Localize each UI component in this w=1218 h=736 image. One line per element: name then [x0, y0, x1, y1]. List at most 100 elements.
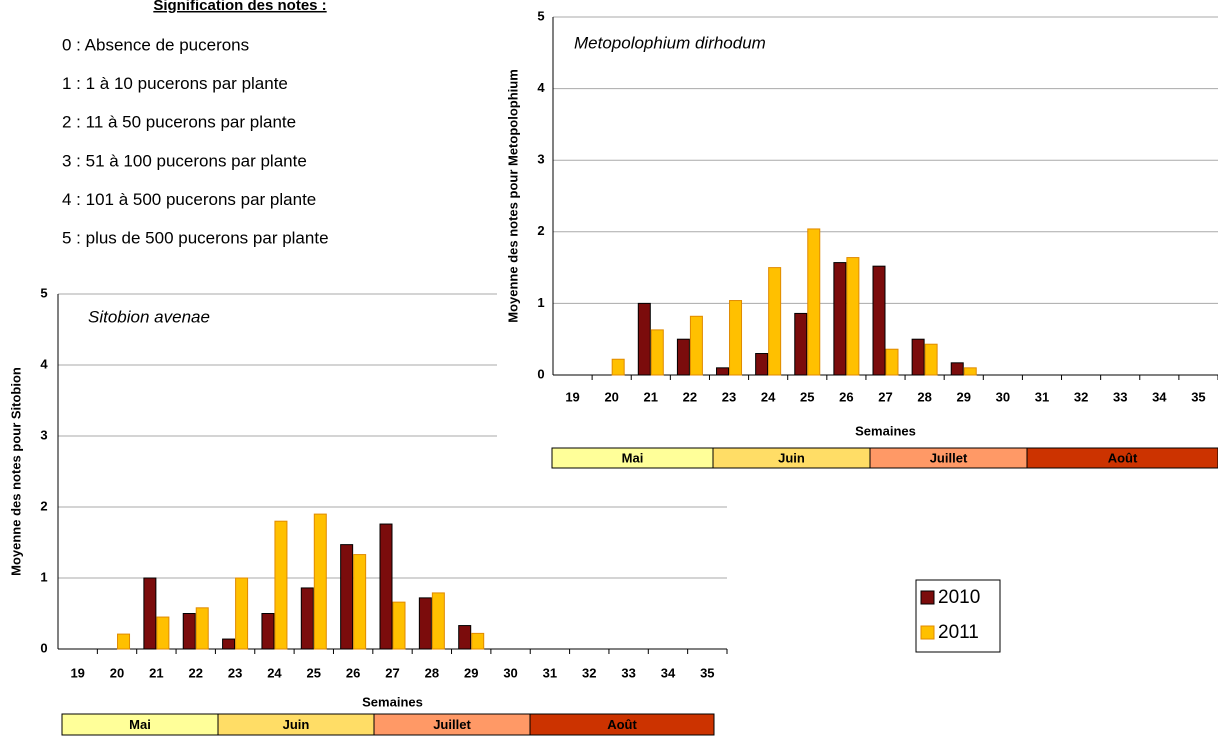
- bar: [611, 358, 625, 376]
- x-tick-label: 30: [503, 665, 517, 680]
- note-item: 5 : plus de 500 pucerons par plante: [62, 228, 329, 247]
- bar: [274, 520, 288, 650]
- x-tick-label: 23: [228, 665, 242, 680]
- notes-title: Signification des notes :: [153, 0, 326, 14]
- month-label: Août: [607, 717, 637, 732]
- bar: [650, 329, 664, 376]
- y-tick-label: 3: [40, 427, 47, 442]
- y-tick-label: 5: [537, 8, 544, 23]
- x-tick-label: 28: [917, 389, 931, 404]
- y-axis-label: Moyenne des notes pour Sitobion: [8, 367, 23, 576]
- x-tick-label: 27: [385, 665, 399, 680]
- x-tick-label: 32: [582, 665, 596, 680]
- y-tick-label: 5: [40, 285, 47, 300]
- bar: [340, 544, 354, 650]
- note-item: 2 : 11 à 50 pucerons par plante: [62, 113, 296, 132]
- legend-swatch: [920, 590, 935, 605]
- x-tick-label: 21: [644, 389, 658, 404]
- bar: [637, 302, 651, 376]
- x-tick-label: 19: [565, 389, 579, 404]
- y-tick-label: 1: [537, 295, 544, 310]
- bar: [924, 343, 938, 376]
- bar: [143, 577, 157, 650]
- bar: [729, 300, 743, 376]
- month-label: Juillet: [930, 450, 968, 465]
- x-tick-label: 25: [307, 665, 321, 680]
- bar: [379, 523, 393, 650]
- month-label: Juillet: [433, 717, 471, 732]
- x-tick-label: 30: [996, 389, 1010, 404]
- x-axis-label: Semaines: [855, 423, 916, 438]
- x-tick-label: 31: [1035, 389, 1049, 404]
- x-tick-label: 33: [621, 665, 635, 680]
- bar: [300, 587, 314, 650]
- x-tick-label: 33: [1113, 389, 1127, 404]
- bar: [261, 613, 275, 650]
- bar: [950, 362, 964, 376]
- x-tick-label: 19: [70, 665, 84, 680]
- month-band: [1026, 447, 1218, 469]
- note-item: 3 : 51 à 100 pucerons par plante: [62, 151, 307, 170]
- bar: [418, 597, 432, 650]
- y-tick-label: 0: [537, 366, 544, 381]
- x-tick-label: 21: [149, 665, 163, 680]
- legend: 2010 2011: [920, 587, 980, 643]
- y-tick-label: 4: [40, 356, 48, 371]
- x-tick-label: 20: [110, 665, 124, 680]
- month-label: Août: [1108, 450, 1138, 465]
- x-tick-label: 34: [661, 665, 676, 680]
- x-tick-label: 22: [189, 665, 203, 680]
- bar: [471, 632, 485, 650]
- bar: [313, 513, 327, 650]
- x-tick-label: 25: [800, 389, 814, 404]
- x-tick-label: 27: [878, 389, 892, 404]
- bar: [156, 616, 170, 650]
- y-tick-label: 0: [40, 640, 47, 655]
- bar: [846, 257, 860, 376]
- bar: [872, 265, 886, 376]
- x-tick-label: 26: [346, 665, 360, 680]
- x-tick-label: 34: [1152, 389, 1167, 404]
- legend-swatch: [920, 625, 935, 640]
- x-tick-label: 23: [722, 389, 736, 404]
- month-label: Juin: [283, 717, 310, 732]
- bar: [716, 367, 730, 376]
- bar: [117, 633, 131, 650]
- y-tick-label: 1: [40, 569, 47, 584]
- bar: [833, 262, 847, 376]
- annotation: Sitobion avenae: [88, 307, 210, 326]
- x-tick-label: 31: [543, 665, 557, 680]
- y-tick-label: 4: [537, 80, 545, 95]
- y-tick-label: 2: [40, 498, 47, 513]
- chart-background: [497, 0, 1218, 482]
- bar: [676, 338, 690, 376]
- annotation: Metopolophium dirhodum: [574, 33, 766, 52]
- y-tick-label: 2: [537, 223, 544, 238]
- x-axis-label: Semaines: [362, 694, 423, 709]
- x-tick-label: 28: [425, 665, 439, 680]
- bar: [755, 353, 769, 376]
- note-item: 0 : Absence de pucerons: [62, 35, 249, 54]
- x-tick-label: 26: [839, 389, 853, 404]
- bar: [911, 338, 925, 376]
- bar: [222, 638, 236, 650]
- y-axis-label: Moyenne des notes pour Metopolophium: [505, 69, 520, 323]
- month-label: Mai: [622, 450, 644, 465]
- x-tick-label: 20: [604, 389, 618, 404]
- legend-label: 2010: [938, 587, 980, 608]
- note-item: 4 : 101 à 500 pucerons par plante: [62, 190, 316, 209]
- bar: [963, 367, 977, 376]
- bar: [458, 625, 472, 650]
- bar: [885, 348, 899, 376]
- x-tick-label: 24: [761, 389, 776, 404]
- bar: [768, 267, 782, 376]
- x-tick-label: 29: [464, 665, 478, 680]
- x-tick-label: 32: [1074, 389, 1088, 404]
- y-tick-label: 3: [537, 152, 544, 167]
- legend-label: 2011: [938, 622, 979, 643]
- bar: [235, 577, 249, 650]
- bar: [182, 613, 196, 650]
- month-label: Mai: [129, 717, 151, 732]
